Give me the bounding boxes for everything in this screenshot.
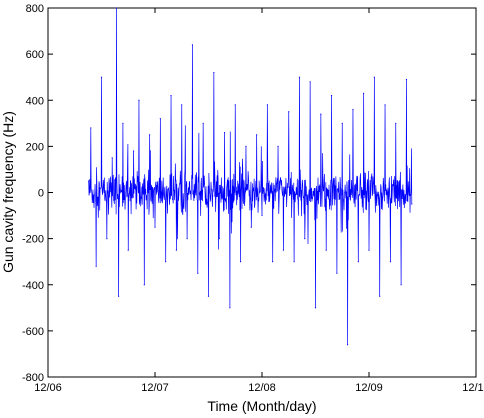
data-point: [181, 104, 183, 106]
y-tick-label: -600: [22, 326, 44, 338]
data-point: [368, 249, 370, 251]
x-tick-label: 12/09: [355, 382, 383, 394]
y-tick-label: 0: [38, 188, 44, 200]
y-tick-label: -800: [22, 372, 44, 384]
data-point: [384, 104, 386, 106]
data-point: [122, 122, 124, 124]
data-point: [213, 71, 215, 74]
y-tick-label: 400: [26, 95, 44, 107]
data-point: [106, 238, 108, 240]
data-point: [240, 261, 242, 263]
y-tick-label: 200: [26, 141, 44, 153]
data-point: [229, 307, 231, 309]
data-point: [336, 272, 338, 274]
data-point: [191, 44, 194, 46]
data-point: [111, 157, 113, 159]
y-axis-title: Gun cavity frequency (Hz): [0, 111, 16, 273]
data-point: [347, 344, 349, 346]
x-tick-label: 12/08: [248, 382, 276, 394]
data-point: [149, 134, 151, 136]
data-point: [138, 99, 140, 101]
y-tick-label: 800: [26, 3, 44, 15]
data-point: [261, 214, 263, 217]
x-axis-title: Time (Month/day): [207, 398, 316, 414]
data-point: [90, 127, 92, 129]
data-point: [304, 238, 306, 240]
data-point: [288, 111, 290, 113]
data-point: [197, 272, 199, 274]
y-tick-label: -200: [22, 234, 44, 246]
data-point: [170, 95, 172, 97]
data-point: [133, 150, 135, 152]
data-point: [277, 145, 279, 147]
data-point: [218, 238, 220, 240]
data-point: [352, 108, 354, 111]
series-line: [88, 7, 413, 345]
data-point: [357, 261, 359, 263]
data-point: [143, 284, 145, 286]
data-point: [159, 118, 161, 120]
y-axis: -800 -600 -400 -200 0 200 400 600 800: [22, 3, 476, 384]
data-point: [118, 295, 120, 297]
data-point: [207, 295, 210, 297]
data-point: [298, 76, 301, 78]
data-point: [115, 7, 118, 9]
data-point: [373, 76, 375, 78]
data-point: [320, 113, 322, 115]
data-point: [250, 226, 252, 228]
series-layer: [88, 7, 413, 346]
data-point: [266, 104, 268, 106]
data-point: [202, 122, 204, 124]
data-point: [175, 249, 177, 251]
data-point: [400, 284, 402, 286]
data-point: [325, 249, 327, 251]
data-point: [100, 76, 103, 78]
data-point: [223, 131, 226, 134]
data-point: [363, 92, 365, 94]
data-point: [127, 249, 129, 251]
data-point: [186, 238, 188, 240]
data-point: [341, 122, 343, 124]
data-point: [330, 95, 333, 97]
data-point: [411, 203, 413, 205]
y-tick-label: 600: [26, 49, 44, 61]
x-tick-label: 12/06: [34, 382, 62, 394]
data-point: [95, 265, 97, 267]
data-point: [256, 134, 258, 136]
data-point: [314, 307, 317, 309]
data-point: [272, 261, 274, 263]
x-tick-label: 12/07: [141, 382, 169, 394]
x-tick-label: 12/10: [462, 382, 484, 394]
data-point: [88, 180, 90, 182]
data-point: [309, 81, 311, 83]
data-point: [395, 122, 397, 124]
data-point: [165, 261, 167, 263]
data-point: [293, 261, 295, 263]
data-point: [245, 145, 247, 147]
y-tick-label: -400: [22, 280, 44, 292]
data-point: [389, 261, 391, 263]
data-point: [379, 295, 381, 297]
data-point: [234, 104, 236, 106]
x-axis: 12/06 12/07 12/08 12/09 12/10: [34, 8, 484, 394]
data-point: [282, 249, 284, 251]
data-point: [405, 78, 408, 81]
data-point: [154, 226, 156, 228]
